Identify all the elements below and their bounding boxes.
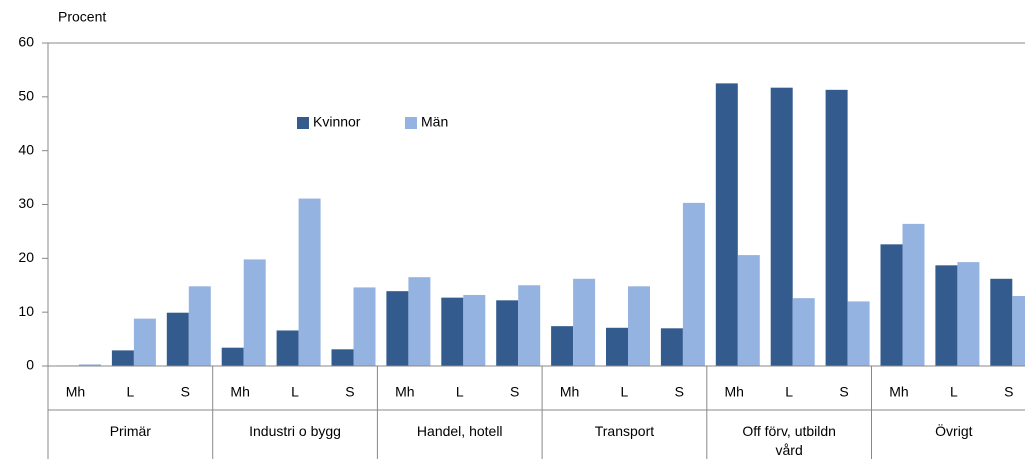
bar bbox=[660, 328, 683, 366]
x-tick-label: Mh bbox=[66, 384, 85, 400]
bar bbox=[957, 262, 980, 366]
x-tick-label: Mh bbox=[560, 384, 579, 400]
y-tick-label: 50 bbox=[18, 88, 34, 104]
bar bbox=[298, 198, 321, 366]
bar bbox=[682, 202, 705, 366]
x-tick-label: Mh bbox=[395, 384, 414, 400]
bar bbox=[573, 278, 596, 366]
bar bbox=[188, 286, 211, 366]
y-tick-label: 40 bbox=[18, 141, 34, 157]
bar bbox=[1012, 296, 1025, 366]
bar bbox=[880, 244, 903, 366]
bar bbox=[902, 223, 925, 366]
bar bbox=[166, 312, 189, 366]
bar bbox=[496, 300, 519, 366]
bar bbox=[792, 298, 815, 366]
x-tick-label: S bbox=[181, 384, 190, 400]
y-tick-label: 60 bbox=[18, 34, 34, 50]
x-tick-label: L bbox=[126, 384, 134, 400]
bar bbox=[518, 285, 541, 366]
bar bbox=[551, 326, 574, 366]
x-tick-label: S bbox=[675, 384, 684, 400]
legend-label: Män bbox=[421, 114, 448, 130]
x-tick-label: Mh bbox=[725, 384, 744, 400]
bar bbox=[825, 89, 848, 367]
bar bbox=[628, 286, 650, 366]
x-tick-label: L bbox=[291, 384, 299, 400]
x-tick-label: S bbox=[510, 384, 519, 400]
y-tick-label: 0 bbox=[26, 357, 34, 373]
y-tick-label: 20 bbox=[18, 249, 34, 265]
bar bbox=[847, 301, 870, 366]
bar bbox=[111, 350, 134, 366]
x-tick-label: L bbox=[785, 384, 793, 400]
group-label: Handel, hotell bbox=[416, 423, 503, 439]
x-tick-label: S bbox=[345, 384, 354, 400]
bar bbox=[353, 287, 376, 366]
x-tick-label: L bbox=[621, 384, 629, 400]
group-label: Primär bbox=[109, 423, 151, 439]
legend-swatch bbox=[405, 117, 417, 129]
bar bbox=[737, 255, 760, 366]
bar bbox=[79, 364, 101, 366]
bar bbox=[276, 330, 299, 366]
x-tick-label: S bbox=[839, 384, 848, 400]
x-tick-label: Mh bbox=[889, 384, 908, 400]
bar bbox=[441, 297, 464, 366]
bar bbox=[408, 277, 431, 366]
bar bbox=[463, 294, 486, 366]
bar bbox=[243, 259, 266, 366]
x-tick-label: S bbox=[1004, 384, 1013, 400]
bar bbox=[770, 87, 793, 366]
legend-label: Kvinnor bbox=[313, 114, 361, 130]
group-label: Transport bbox=[594, 423, 655, 439]
bar bbox=[331, 349, 354, 366]
x-tick-label: L bbox=[456, 384, 464, 400]
group-label: Off förv, utbildn vård bbox=[742, 423, 836, 458]
y-axis-label: Procent bbox=[58, 9, 106, 25]
legend-swatch bbox=[297, 117, 309, 129]
group-label: Industri o bygg bbox=[249, 423, 341, 439]
bar bbox=[386, 291, 409, 366]
bar bbox=[990, 278, 1013, 366]
y-tick-label: 10 bbox=[18, 303, 34, 319]
bar bbox=[935, 265, 958, 366]
x-tick-label: L bbox=[950, 384, 958, 400]
group-label: Övrigt bbox=[935, 423, 973, 439]
y-tick-label: 30 bbox=[18, 195, 34, 211]
bar bbox=[133, 318, 156, 366]
bar bbox=[715, 83, 738, 366]
bar bbox=[221, 347, 244, 366]
x-tick-label: Mh bbox=[230, 384, 249, 400]
bar bbox=[606, 327, 628, 366]
